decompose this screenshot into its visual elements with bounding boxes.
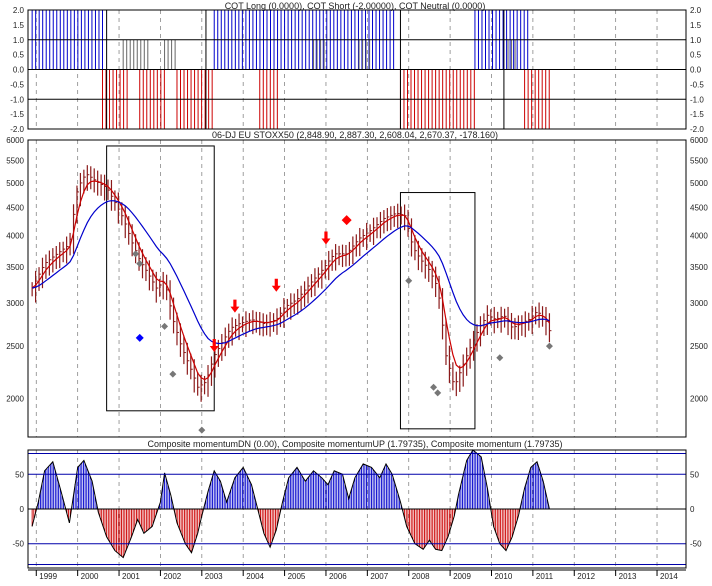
grey-diamond-marker [136, 260, 144, 268]
cot-y-tick-left: -2.0 [10, 125, 24, 134]
momentum-line [31, 449, 550, 559]
cot-y-tick-right: -2.0 [690, 125, 704, 134]
cot-y-tick-left: 1.0 [13, 36, 25, 45]
time-axis-label: 2010 [494, 572, 512, 581]
price-y-tick-right: 5000 [690, 179, 708, 188]
buy-arrow-marker [271, 278, 281, 292]
price-moving-average [31, 200, 550, 345]
cot-y-tick-left: 1.5 [13, 21, 25, 30]
time-axis-label: 1999 [39, 572, 57, 581]
cot-y-tick-right: 0.5 [690, 51, 702, 60]
momentum-y-tick-right: 50 [690, 470, 699, 479]
cot-y-tick-right: -0.5 [690, 80, 704, 89]
time-axis-label: 2006 [329, 572, 347, 581]
price-y-tick-right: 6000 [690, 136, 708, 145]
momentum-y-tick-right: 0 [690, 505, 695, 514]
price-y-tick-left: 2500 [6, 342, 24, 351]
time-axis-label: 2005 [288, 572, 306, 581]
cot-y-tick-right: 1.0 [690, 36, 702, 45]
cot-y-tick-left: -0.5 [10, 80, 24, 89]
cot-y-tick-right: -1.0 [690, 95, 704, 104]
time-axis-label: 2004 [246, 572, 264, 581]
price-y-tick-right: 3000 [690, 299, 708, 308]
cot-y-tick-left: -1.5 [10, 110, 24, 119]
time-axis-label: 2001 [122, 572, 140, 581]
price-y-tick-left: 6000 [6, 136, 24, 145]
time-axis-label: 2009 [453, 572, 471, 581]
grey-diamond-marker [169, 370, 177, 378]
cot-y-tick-right: 0.0 [690, 66, 702, 75]
price-y-tick-right: 5500 [690, 156, 708, 165]
time-axis-label: 2011 [536, 572, 554, 581]
price-y-tick-right: 4000 [690, 231, 708, 240]
cot-y-tick-left: 0.5 [13, 51, 25, 60]
momentum-y-tick-right: -50 [690, 540, 702, 549]
cot-y-tick-left: 2.0 [13, 6, 25, 15]
price-highlight-box [399, 192, 476, 430]
cot-y-tick-left: 0.0 [13, 66, 25, 75]
momentum-panel: Composite momentumDN (0.00), Composite m… [12, 439, 702, 569]
time-axis: 1999 2000 2001 2002 2003 2004 2005 2006 2007 2008… [28, 569, 686, 581]
time-axis-label: 2000 [81, 572, 99, 581]
cot-panel-title: COT Long (0.0000), COT Short (-2.00000),… [225, 1, 486, 11]
momentum-panel-title: Composite momentumDN (0.00), Composite m… [147, 439, 562, 449]
price-y-tick-left: 5500 [6, 156, 24, 165]
momentum-y-tick-left: 0 [20, 505, 25, 514]
red-diamond-marker [341, 215, 352, 226]
grey-diamond-marker [434, 389, 442, 397]
buy-arrow-marker [209, 339, 219, 353]
momentum-frame [27, 449, 687, 569]
time-axis-label: 2014 [660, 572, 678, 581]
price-y-tick-left: 4500 [6, 204, 24, 213]
price-frame [27, 139, 687, 438]
price-highlight-box [106, 145, 215, 412]
price-panel: 06-DJ EU STOXX50 (2,848.90, 2,887.30, 2,… [6, 130, 708, 438]
time-axis-label: 2012 [577, 572, 595, 581]
price-y-tick-right: 4500 [690, 204, 708, 213]
time-axis-label: 2008 [412, 572, 430, 581]
grey-diamond-marker [545, 342, 553, 350]
time-axis-label: 2007 [370, 572, 388, 581]
price-y-tick-right: 2000 [690, 395, 708, 404]
grey-diamond-marker [198, 426, 206, 434]
grey-diamond-marker [430, 383, 438, 391]
price-moving-average [31, 180, 550, 381]
price-y-tick-left: 3000 [6, 299, 24, 308]
grey-diamond-marker [132, 250, 140, 258]
cot-y-tick-right: -1.5 [690, 110, 704, 119]
price-y-tick-left: 4000 [6, 231, 24, 240]
price-y-tick-left: 2000 [6, 395, 24, 404]
cot-y-tick-right: 2.0 [690, 6, 702, 15]
cot-y-tick-left: -1.0 [10, 95, 24, 104]
price-y-tick-left: 3500 [6, 263, 24, 272]
cot-panel: COT Long (0.0000), COT Short (-2.00000),… [10, 1, 704, 134]
cot-frame [27, 9, 687, 130]
cot-y-tick-right: 1.5 [690, 21, 702, 30]
blue-diamond-marker [135, 333, 144, 342]
grey-diamond-marker [161, 322, 169, 330]
momentum-y-tick-left: -50 [12, 540, 24, 549]
price-y-tick-left: 5000 [6, 179, 24, 188]
grey-diamond-marker [405, 277, 413, 285]
buy-arrow-marker [321, 231, 331, 245]
price-panel-title: 06-DJ EU STOXX50 (2,848.90, 2,887.30, 2,… [212, 130, 498, 140]
time-axis-label: 2002 [163, 572, 181, 581]
price-y-tick-right: 2500 [690, 342, 708, 351]
grey-diamond-marker [496, 354, 504, 362]
time-axis-label: 2003 [205, 572, 223, 581]
buy-arrow-marker [230, 299, 240, 313]
price-y-tick-right: 3500 [690, 263, 708, 272]
momentum-y-tick-left: 50 [15, 470, 24, 479]
time-axis-label: 2013 [619, 572, 637, 581]
